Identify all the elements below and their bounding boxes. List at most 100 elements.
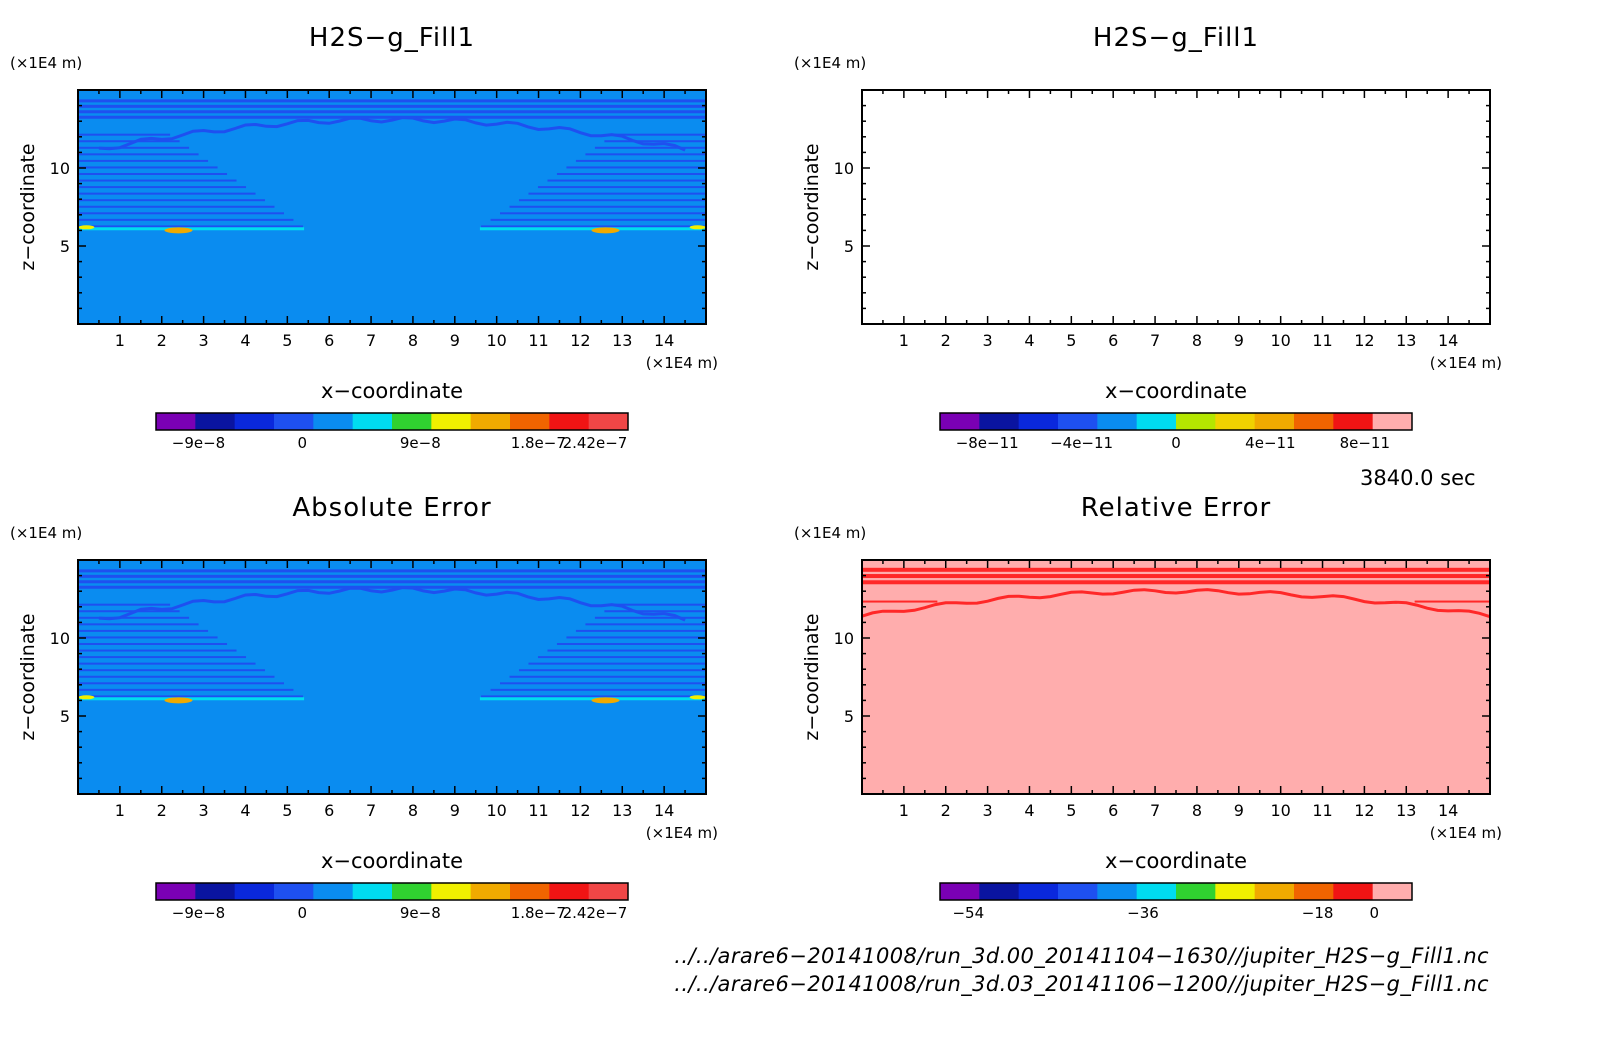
contour-peak-edge-left xyxy=(78,225,95,230)
x-unit-label: (×1E4 m) xyxy=(1430,354,1502,372)
colorbar-swatch xyxy=(1176,883,1216,900)
contour-dome xyxy=(98,586,686,622)
contour-line-left xyxy=(78,662,256,665)
colorbar-label: −18 xyxy=(1302,904,1334,922)
contour-line-right xyxy=(566,636,706,639)
colorbar-swatch xyxy=(1294,413,1334,430)
z-axis-label: z−coordinate xyxy=(17,143,39,270)
colorbar-swatch xyxy=(510,883,550,900)
colorbar-swatch xyxy=(234,413,275,430)
contour-layer-left xyxy=(78,697,305,701)
colorbar-label: 9e−8 xyxy=(400,434,441,452)
contour-layer-right xyxy=(479,697,706,701)
x-axis-label: x−coordinate xyxy=(321,379,463,403)
colorbar-swatch xyxy=(1176,413,1216,430)
contour-line-right xyxy=(500,682,706,685)
x-axis-label: x−coordinate xyxy=(1105,379,1247,403)
panel-title: H2S−g_Fill1 xyxy=(1093,23,1259,53)
contour-line-left xyxy=(78,179,237,182)
x-tick-label: 3 xyxy=(199,801,209,820)
contour-line-right xyxy=(594,146,706,149)
contour-band xyxy=(78,99,706,103)
contour-line-right xyxy=(585,153,706,156)
contour-layer-right xyxy=(479,227,706,231)
colorbar-swatch xyxy=(470,413,511,430)
contour-line-left xyxy=(78,610,180,613)
contour-line-left xyxy=(78,688,294,691)
contour-line-right xyxy=(518,669,706,672)
contour-peak-right xyxy=(591,227,620,234)
x-tick-label: 7 xyxy=(366,331,376,350)
x-tick-label: 9 xyxy=(1234,801,1244,820)
contour-peak-left xyxy=(164,227,193,234)
x-tick-label: 1 xyxy=(899,801,909,820)
contour-band xyxy=(78,115,706,119)
x-tick-label: 9 xyxy=(450,801,460,820)
x-tick-label: 10 xyxy=(1270,331,1290,350)
x-tick-label: 5 xyxy=(1066,331,1076,350)
colorbar-swatch xyxy=(588,883,629,900)
colorbar-swatch xyxy=(510,413,550,430)
x-tick-label: 1 xyxy=(115,331,125,350)
contour-line-right xyxy=(594,616,706,619)
contour-line-right xyxy=(509,205,706,208)
x-tick-label: 14 xyxy=(654,331,674,350)
colorbar-swatch xyxy=(470,883,511,900)
x-unit-label: (×1E4 m) xyxy=(646,824,718,842)
colorbar-swatch xyxy=(352,413,393,430)
contour-line-left xyxy=(78,133,171,136)
colorbar-swatch xyxy=(979,413,1020,430)
x-tick-label: 12 xyxy=(1354,801,1374,820)
contour-line-left xyxy=(78,225,303,228)
x-tick-label: 2 xyxy=(941,331,951,350)
contour-line-right xyxy=(528,192,706,195)
z-tick-label: 5 xyxy=(60,237,70,256)
x-tick-label: 4 xyxy=(240,801,250,820)
colorbar-swatch xyxy=(1018,413,1059,430)
x-tick-label: 2 xyxy=(157,331,167,350)
contour-line-left xyxy=(78,636,218,639)
contour-line-right xyxy=(604,610,706,613)
colorbar-swatch xyxy=(588,413,629,430)
contour-line-left xyxy=(78,642,228,645)
x-tick-label: 13 xyxy=(1396,801,1416,820)
colorbar-label: 9e−8 xyxy=(400,904,441,922)
colorbar-swatch xyxy=(1372,413,1413,430)
colorbar-swatch xyxy=(1294,883,1334,900)
x-unit-label: (×1E4 m) xyxy=(1430,824,1502,842)
x-tick-label: 6 xyxy=(1108,801,1118,820)
colorbar-swatch xyxy=(274,883,314,900)
contour-band xyxy=(862,574,1490,579)
contour-band xyxy=(78,569,706,573)
x-tick-label: 9 xyxy=(1234,331,1244,350)
z-axis-label: z−coordinate xyxy=(801,143,823,270)
x-tick-label: 14 xyxy=(654,801,674,820)
x-tick-label: 6 xyxy=(324,801,334,820)
contour-line-left xyxy=(78,159,209,162)
contour-line-left xyxy=(78,603,171,606)
x-tick-label: 5 xyxy=(282,801,292,820)
x-tick-label: 5 xyxy=(1066,801,1076,820)
x-tick-label: 8 xyxy=(408,801,418,820)
z-tick-label: 5 xyxy=(844,237,854,256)
x-tick-label: 3 xyxy=(983,801,993,820)
contour-line-left xyxy=(78,192,256,195)
x-tick-label: 1 xyxy=(115,801,125,820)
colorbar-label: 2.42e−7 xyxy=(563,904,628,922)
colorbar-label: −8e−11 xyxy=(956,434,1019,452)
contour-line-right xyxy=(613,603,706,606)
contour-line-left xyxy=(78,649,237,652)
x-tick-label: 2 xyxy=(941,801,951,820)
z-tick-label: 10 xyxy=(834,629,854,648)
contour-line-left xyxy=(78,695,303,698)
colorbar-label: −36 xyxy=(1127,904,1159,922)
colorbar-swatch xyxy=(940,413,980,430)
z-tick-label: 5 xyxy=(60,707,70,726)
z-unit-label: (×1E4 m) xyxy=(794,54,866,72)
